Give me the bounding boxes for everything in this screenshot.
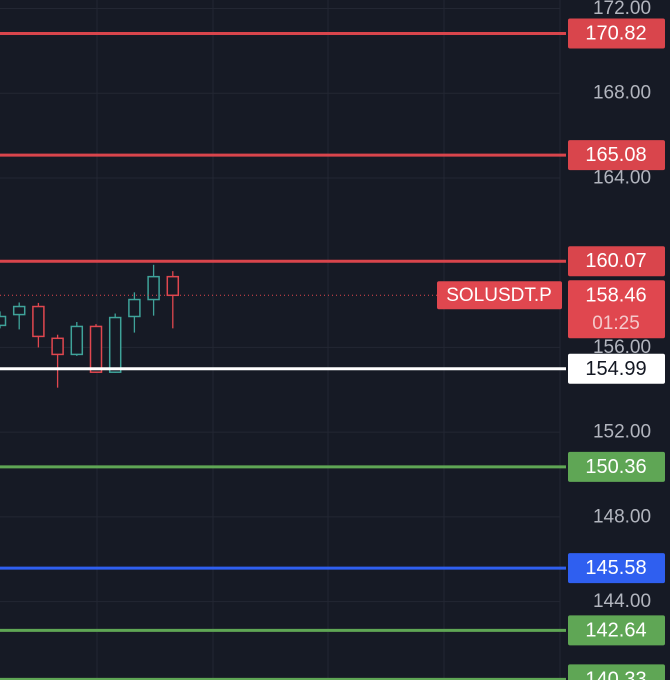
countdown-label: 01:25 (592, 313, 640, 334)
symbol-label-box (437, 281, 562, 310)
candle-body (89, 325, 103, 373)
level-label-box (568, 553, 665, 584)
level-label-box (568, 18, 665, 49)
candle-body (147, 275, 160, 301)
candle-body (32, 305, 45, 338)
candle-body (12, 305, 26, 316)
candle-body (70, 325, 84, 356)
level-label-box (568, 246, 665, 277)
y-tick-label: 164.00 (593, 167, 651, 188)
level-label-box (568, 664, 665, 680)
y-tick-label: 156.00 (593, 337, 651, 358)
candle-body (51, 337, 64, 356)
y-tick-label: 172.00 (593, 0, 651, 19)
symbol-label: SOLUSDT.P (446, 285, 552, 306)
level-label: 145.58 (585, 557, 646, 579)
level-label: 142.64 (585, 619, 646, 641)
y-tick-label: 168.00 (593, 83, 651, 104)
candle-body (128, 298, 141, 318)
level-label: 150.36 (585, 456, 646, 478)
level-label: 154.99 (585, 358, 646, 380)
level-label: 170.82 (585, 22, 646, 44)
y-tick-label: 148.00 (593, 506, 651, 527)
level-label: 160.07 (585, 250, 646, 272)
level-label-box (568, 451, 665, 482)
level-label: 165.08 (585, 144, 646, 166)
candle-body (0, 315, 7, 327)
level-label: 140.33 (585, 668, 646, 680)
level-label-box (568, 140, 665, 171)
level-label-box (568, 615, 665, 646)
candle-body (166, 275, 180, 297)
price-label: 158.46 (585, 284, 646, 306)
price-label-box (568, 280, 665, 339)
y-tick-label: 144.00 (593, 591, 651, 612)
candle-body (108, 316, 122, 373)
y-tick-label: 152.00 (593, 422, 651, 443)
level-label-box (568, 353, 665, 384)
